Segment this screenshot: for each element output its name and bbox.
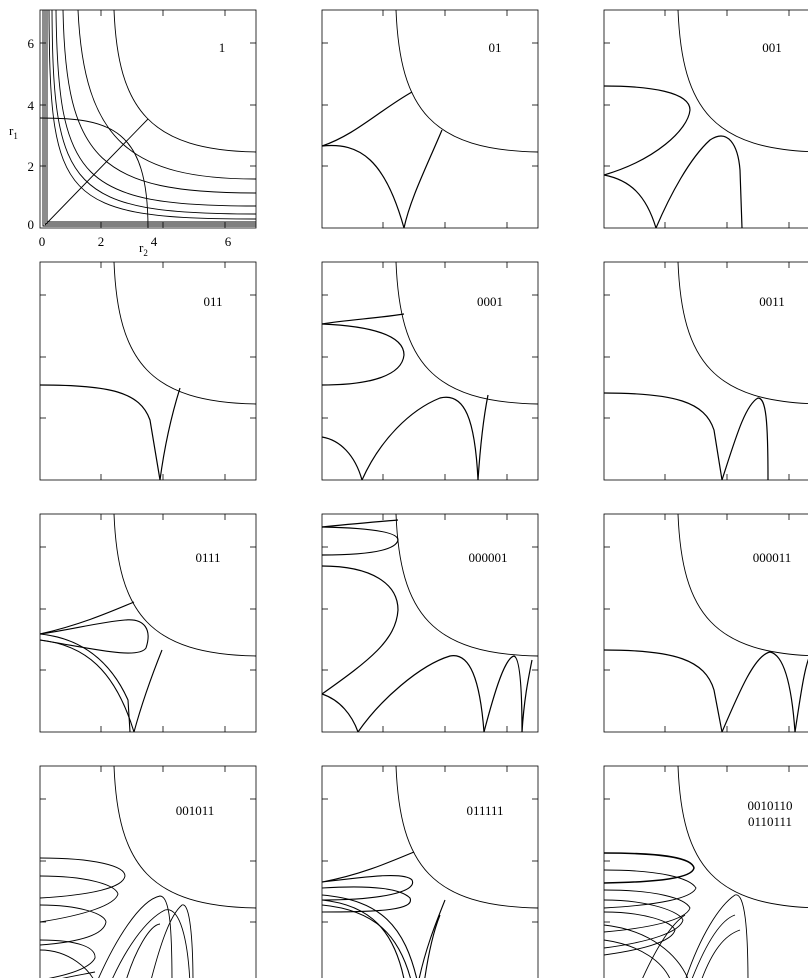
panel-frame — [39, 261, 257, 481]
panel-label: 0001 — [477, 294, 503, 309]
panel-label: 001 — [762, 40, 782, 55]
boundary-curve — [395, 10, 538, 153]
panel-frame — [321, 261, 539, 481]
boundary-curve — [113, 10, 256, 153]
y-tick-labels: 0 2 4 6 — [28, 36, 35, 232]
boundary-curve — [113, 262, 256, 405]
panel-01: 01 — [321, 9, 539, 229]
y-tick-label: 4 — [28, 98, 35, 113]
panel-frame — [39, 765, 257, 978]
panel-label: 1 — [219, 40, 226, 55]
panel-000001: 000001 — [321, 513, 539, 733]
boundary-curve — [113, 514, 256, 657]
panel-1: 1 0 2 4 6 0 2 4 6 r2 r1 — [9, 9, 257, 258]
orbit-curves — [604, 514, 808, 732]
panel-label: 011111 — [466, 803, 503, 818]
panel-label: 001011 — [176, 803, 215, 818]
panel-label: 0011 — [759, 294, 785, 309]
y-tick-label: 2 — [28, 159, 35, 174]
x-tick-label: 0 — [39, 234, 46, 249]
panel-0111: 0111 — [39, 513, 257, 733]
panel-frame — [321, 513, 539, 733]
boundary-curve — [395, 514, 538, 657]
panel-label: 0010110 — [747, 798, 792, 813]
panel-011111: 011111 — [321, 765, 539, 978]
boundary-curve — [677, 262, 808, 404]
orbit-curves — [604, 10, 808, 228]
y-tick-label: 6 — [28, 36, 35, 51]
boundary-curve — [395, 262, 538, 405]
panel-011: 011 — [39, 261, 257, 481]
panel-label: 000001 — [469, 550, 508, 565]
boundary-curve — [677, 766, 808, 908]
panel-0011: 0011 — [603, 261, 808, 481]
panel-label: 000011 — [753, 550, 792, 565]
x-axis-label: r2 — [139, 240, 148, 258]
panel-000011: 000011 — [603, 513, 808, 733]
panel-frame — [603, 261, 808, 481]
orbit-curves — [322, 514, 538, 732]
panel-label: 0110111 — [748, 814, 792, 829]
boundary-curve — [677, 514, 808, 656]
x-tick-label: 4 — [151, 234, 158, 249]
orbit-curves — [40, 10, 256, 228]
orbit-curves — [604, 262, 808, 480]
panel-label: 0111 — [195, 550, 220, 565]
x-tick-label: 2 — [98, 234, 105, 249]
x-tick-labels: 0 2 4 6 — [39, 234, 232, 249]
panel-0001: 0001 — [321, 261, 539, 481]
panel-label: 011 — [203, 294, 222, 309]
panel-frame — [321, 9, 539, 229]
orbit-curves — [604, 766, 808, 978]
orbit-curves — [40, 514, 256, 732]
panel-001: 001 — [603, 9, 808, 229]
x-tick-label: 6 — [225, 234, 232, 249]
panel-frame — [603, 9, 808, 229]
panel-label: 01 — [489, 40, 502, 55]
orbit-curves — [322, 766, 538, 978]
boundary-curve — [395, 766, 538, 909]
y-axis-label: r1 — [9, 123, 18, 141]
orbit-curves — [40, 262, 256, 480]
panel-frame — [603, 765, 808, 978]
panel-frame — [603, 513, 808, 733]
y-tick-label: 0 — [28, 217, 35, 232]
panel-001011: 001011 — [39, 765, 257, 978]
orbit-curves — [322, 10, 538, 228]
orbit-curves — [40, 766, 256, 978]
boundary-curve — [113, 766, 256, 909]
boundary-curve — [677, 10, 808, 152]
panel-frame — [39, 513, 257, 733]
panel-0010110-0110111: 0010110 0110111 — [603, 765, 808, 978]
orbit-curves — [322, 262, 538, 480]
panel-frame — [321, 765, 539, 978]
